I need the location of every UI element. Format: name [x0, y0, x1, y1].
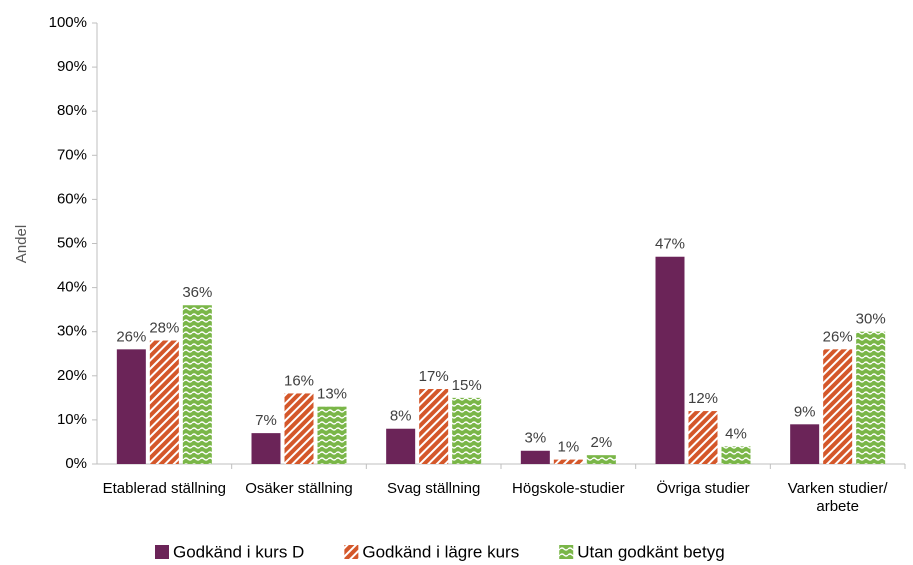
bar: [149, 340, 179, 464]
data-label: 1%: [557, 439, 579, 456]
data-label: 2%: [590, 434, 612, 451]
x-tick-label: Osäker ställning: [245, 480, 353, 497]
bar: [520, 450, 550, 464]
bar: [553, 459, 583, 464]
x-tick-label: Etablerad ställning: [102, 480, 227, 497]
y-tick-label: 10%: [57, 411, 87, 428]
bar: [790, 424, 820, 464]
legend-swatch: [344, 545, 359, 559]
data-label: 13%: [317, 386, 347, 403]
y-tick-label: 60%: [57, 190, 87, 207]
y-tick-label: 20%: [57, 367, 87, 384]
data-label: 8%: [390, 408, 412, 425]
data-label: 47%: [655, 236, 685, 253]
data-label: 12%: [688, 390, 718, 407]
bar: [317, 406, 347, 464]
legend-label: Utan godkänt betyg: [577, 542, 724, 561]
data-label: 9%: [794, 403, 816, 420]
y-tick-label: 80%: [57, 102, 87, 119]
bar: [721, 446, 751, 464]
data-label: 4%: [725, 425, 747, 442]
data-label: 26%: [116, 328, 146, 345]
bar: [419, 389, 449, 464]
data-label: 28%: [149, 319, 179, 336]
bar: [116, 349, 146, 464]
x-tick-label: Övriga studier: [656, 480, 750, 497]
bar: [688, 411, 718, 464]
legend-swatch: [559, 545, 574, 559]
y-axis-label: Andel: [13, 225, 30, 263]
bar: [284, 393, 314, 464]
legend-label: Godkänd i lägre kurs: [362, 542, 519, 561]
y-tick-label: 100%: [49, 14, 87, 31]
legend-swatch: [155, 545, 169, 559]
y-tick-label: 0%: [65, 455, 87, 472]
legend-label: Godkänd i kurs D: [173, 542, 304, 561]
data-label: 36%: [182, 284, 212, 301]
bar: [182, 305, 212, 464]
bar: [586, 455, 616, 464]
y-tick-label: 50%: [57, 234, 87, 251]
bar: [386, 428, 416, 464]
bar: [823, 349, 853, 464]
data-label: 30%: [856, 311, 886, 328]
data-label: 7%: [255, 412, 277, 429]
bar: [452, 397, 482, 464]
bar: [251, 433, 281, 464]
x-tick-label: Varken studier/ arbete: [787, 480, 888, 515]
y-tick-label: 70%: [57, 146, 87, 163]
x-tick-label: Högskole-studier: [512, 480, 625, 497]
y-tick-label: 30%: [57, 323, 87, 340]
y-tick-label: 40%: [57, 279, 87, 296]
bar: [856, 331, 886, 464]
bar: [655, 256, 685, 464]
data-label: 16%: [284, 372, 314, 389]
y-tick-label: 90%: [57, 58, 87, 75]
data-label: 17%: [419, 368, 449, 385]
data-label: 26%: [823, 328, 853, 345]
x-tick-label: Svag ställning: [386, 480, 481, 497]
data-label: 3%: [524, 430, 546, 447]
data-label: 15%: [452, 377, 482, 394]
